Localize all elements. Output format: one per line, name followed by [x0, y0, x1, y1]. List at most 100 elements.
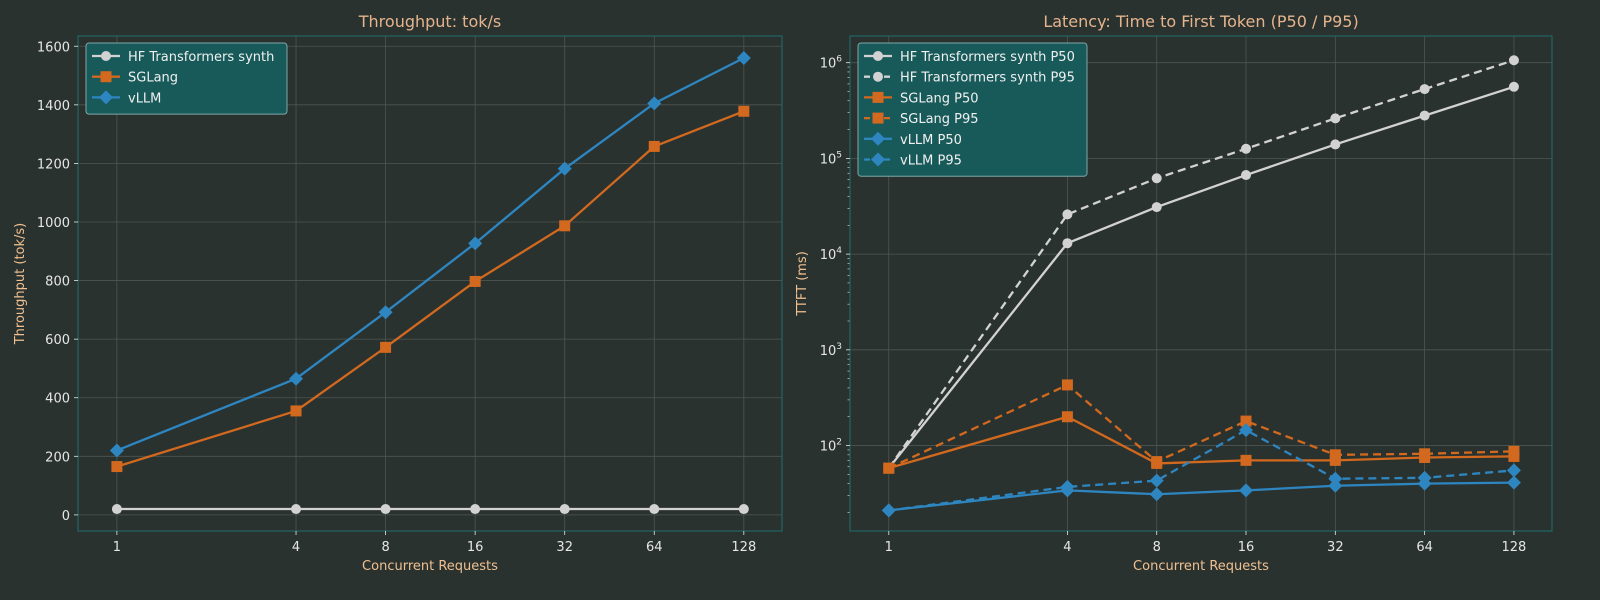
y-tick-label: 1600 [37, 40, 70, 55]
data-point [1330, 139, 1341, 150]
x-tick-label: 4 [292, 540, 300, 555]
y-tick-label: 200 [45, 450, 70, 465]
data-point [109, 443, 124, 458]
data-point [1151, 202, 1162, 213]
data-point [1060, 479, 1075, 494]
legend-marker [99, 90, 113, 105]
latency-chart: 1 4 8 16 32 64 128 102 103 104 105 106 Latency: Time… [795, 12, 1553, 574]
legend-label: HF Transformers synth [128, 50, 274, 65]
data-point [738, 105, 750, 117]
plot-frame [849, 35, 1553, 532]
legend-marker [101, 51, 111, 61]
legend-marker [872, 91, 884, 103]
data-point [470, 504, 481, 515]
legend-marker [873, 71, 883, 82]
legend-label: HF Transformers synth P50 [900, 50, 1075, 65]
series [883, 379, 1520, 474]
y-tick-label: 600 [45, 333, 70, 348]
data-point [1241, 143, 1252, 154]
x-tick-label: 1 [113, 540, 121, 555]
x-tick-label: 4 [1063, 540, 1071, 555]
data-point [1149, 473, 1164, 488]
legend-marker [100, 71, 112, 83]
legend-marker [872, 112, 884, 124]
series [883, 55, 1519, 474]
legend-marker [873, 51, 883, 61]
series [881, 423, 1521, 518]
data-point [289, 371, 304, 386]
data-point [290, 405, 302, 417]
data-point [1328, 478, 1343, 493]
data-point [1062, 209, 1073, 220]
data-point [1506, 475, 1521, 490]
data-point [1239, 483, 1254, 498]
data-point [469, 275, 481, 287]
y-tick-label: 102 [820, 438, 842, 455]
data-point [1419, 448, 1431, 460]
chart-title: Throughput: tok/s [358, 12, 501, 31]
data-point [1508, 445, 1520, 457]
series [111, 504, 749, 515]
x-tick-label: 8 [1153, 540, 1161, 555]
data-point [738, 504, 749, 515]
legend-label: SGLang P95 [900, 112, 979, 127]
throughput-chart: 1 4 8 16 32 64 128 0 200 400 600 800 1000 1200 1400 160… [13, 12, 783, 574]
x-axis-label: Concurrent Requests [1133, 559, 1269, 574]
data-point [111, 461, 123, 473]
data-point [883, 462, 895, 474]
data-point [1151, 173, 1162, 184]
data-point [1417, 470, 1432, 485]
y-tick-label: 1400 [37, 99, 70, 114]
x-axis-label: Concurrent Requests [362, 559, 498, 574]
data-point [649, 504, 660, 515]
x-tick-label: 1 [885, 540, 893, 555]
data-point [559, 220, 571, 232]
data-point [1508, 81, 1519, 92]
x-tick-label: 16 [1238, 540, 1255, 555]
x-tick-label: 16 [467, 540, 484, 555]
data-point [291, 504, 302, 515]
legend-label: SGLang P50 [900, 91, 979, 106]
plot-frame [77, 35, 783, 532]
legend: HF Transformers synth SGLang vLLM [85, 42, 288, 115]
legend-label: vLLM [128, 91, 161, 106]
x-tick-label: 8 [381, 540, 389, 555]
legend-marker [871, 131, 885, 146]
series [109, 50, 751, 458]
x-tick-label: 64 [646, 540, 663, 555]
data-point [736, 50, 751, 65]
data-point [1506, 463, 1521, 478]
data-point [1419, 84, 1430, 95]
data-point [1419, 110, 1430, 121]
series [111, 105, 750, 473]
data-point [1328, 471, 1343, 486]
data-point [1329, 454, 1341, 466]
data-point [1330, 113, 1341, 124]
legend-box [857, 42, 1088, 177]
data-point [380, 341, 392, 353]
data-point [378, 305, 393, 320]
data-point [1061, 379, 1073, 391]
legend: HF Transformers synth P50 HF Transformers… [857, 42, 1088, 177]
data-point [648, 140, 660, 152]
grid [78, 36, 782, 531]
x-tick-label: 128 [731, 540, 756, 555]
data-point [1329, 449, 1341, 461]
y-tick-label: 1200 [37, 157, 70, 172]
data-point [1151, 456, 1163, 468]
data-point [1240, 454, 1252, 466]
data-point [557, 161, 572, 176]
data-point [1149, 487, 1164, 502]
y-tick-label: 103 [820, 342, 842, 359]
data-point [647, 96, 662, 111]
data-point [380, 504, 391, 515]
legend-label: vLLM P95 [900, 154, 962, 169]
y-axis-label: TTFT (ms) [795, 251, 810, 317]
y-tick-label: 105 [820, 150, 842, 167]
data-point [1240, 415, 1252, 427]
data-point [559, 504, 570, 515]
data-point [1061, 411, 1073, 423]
data-point [881, 503, 896, 518]
legend-marker [871, 152, 885, 167]
x-tick-label: 128 [1502, 540, 1527, 555]
